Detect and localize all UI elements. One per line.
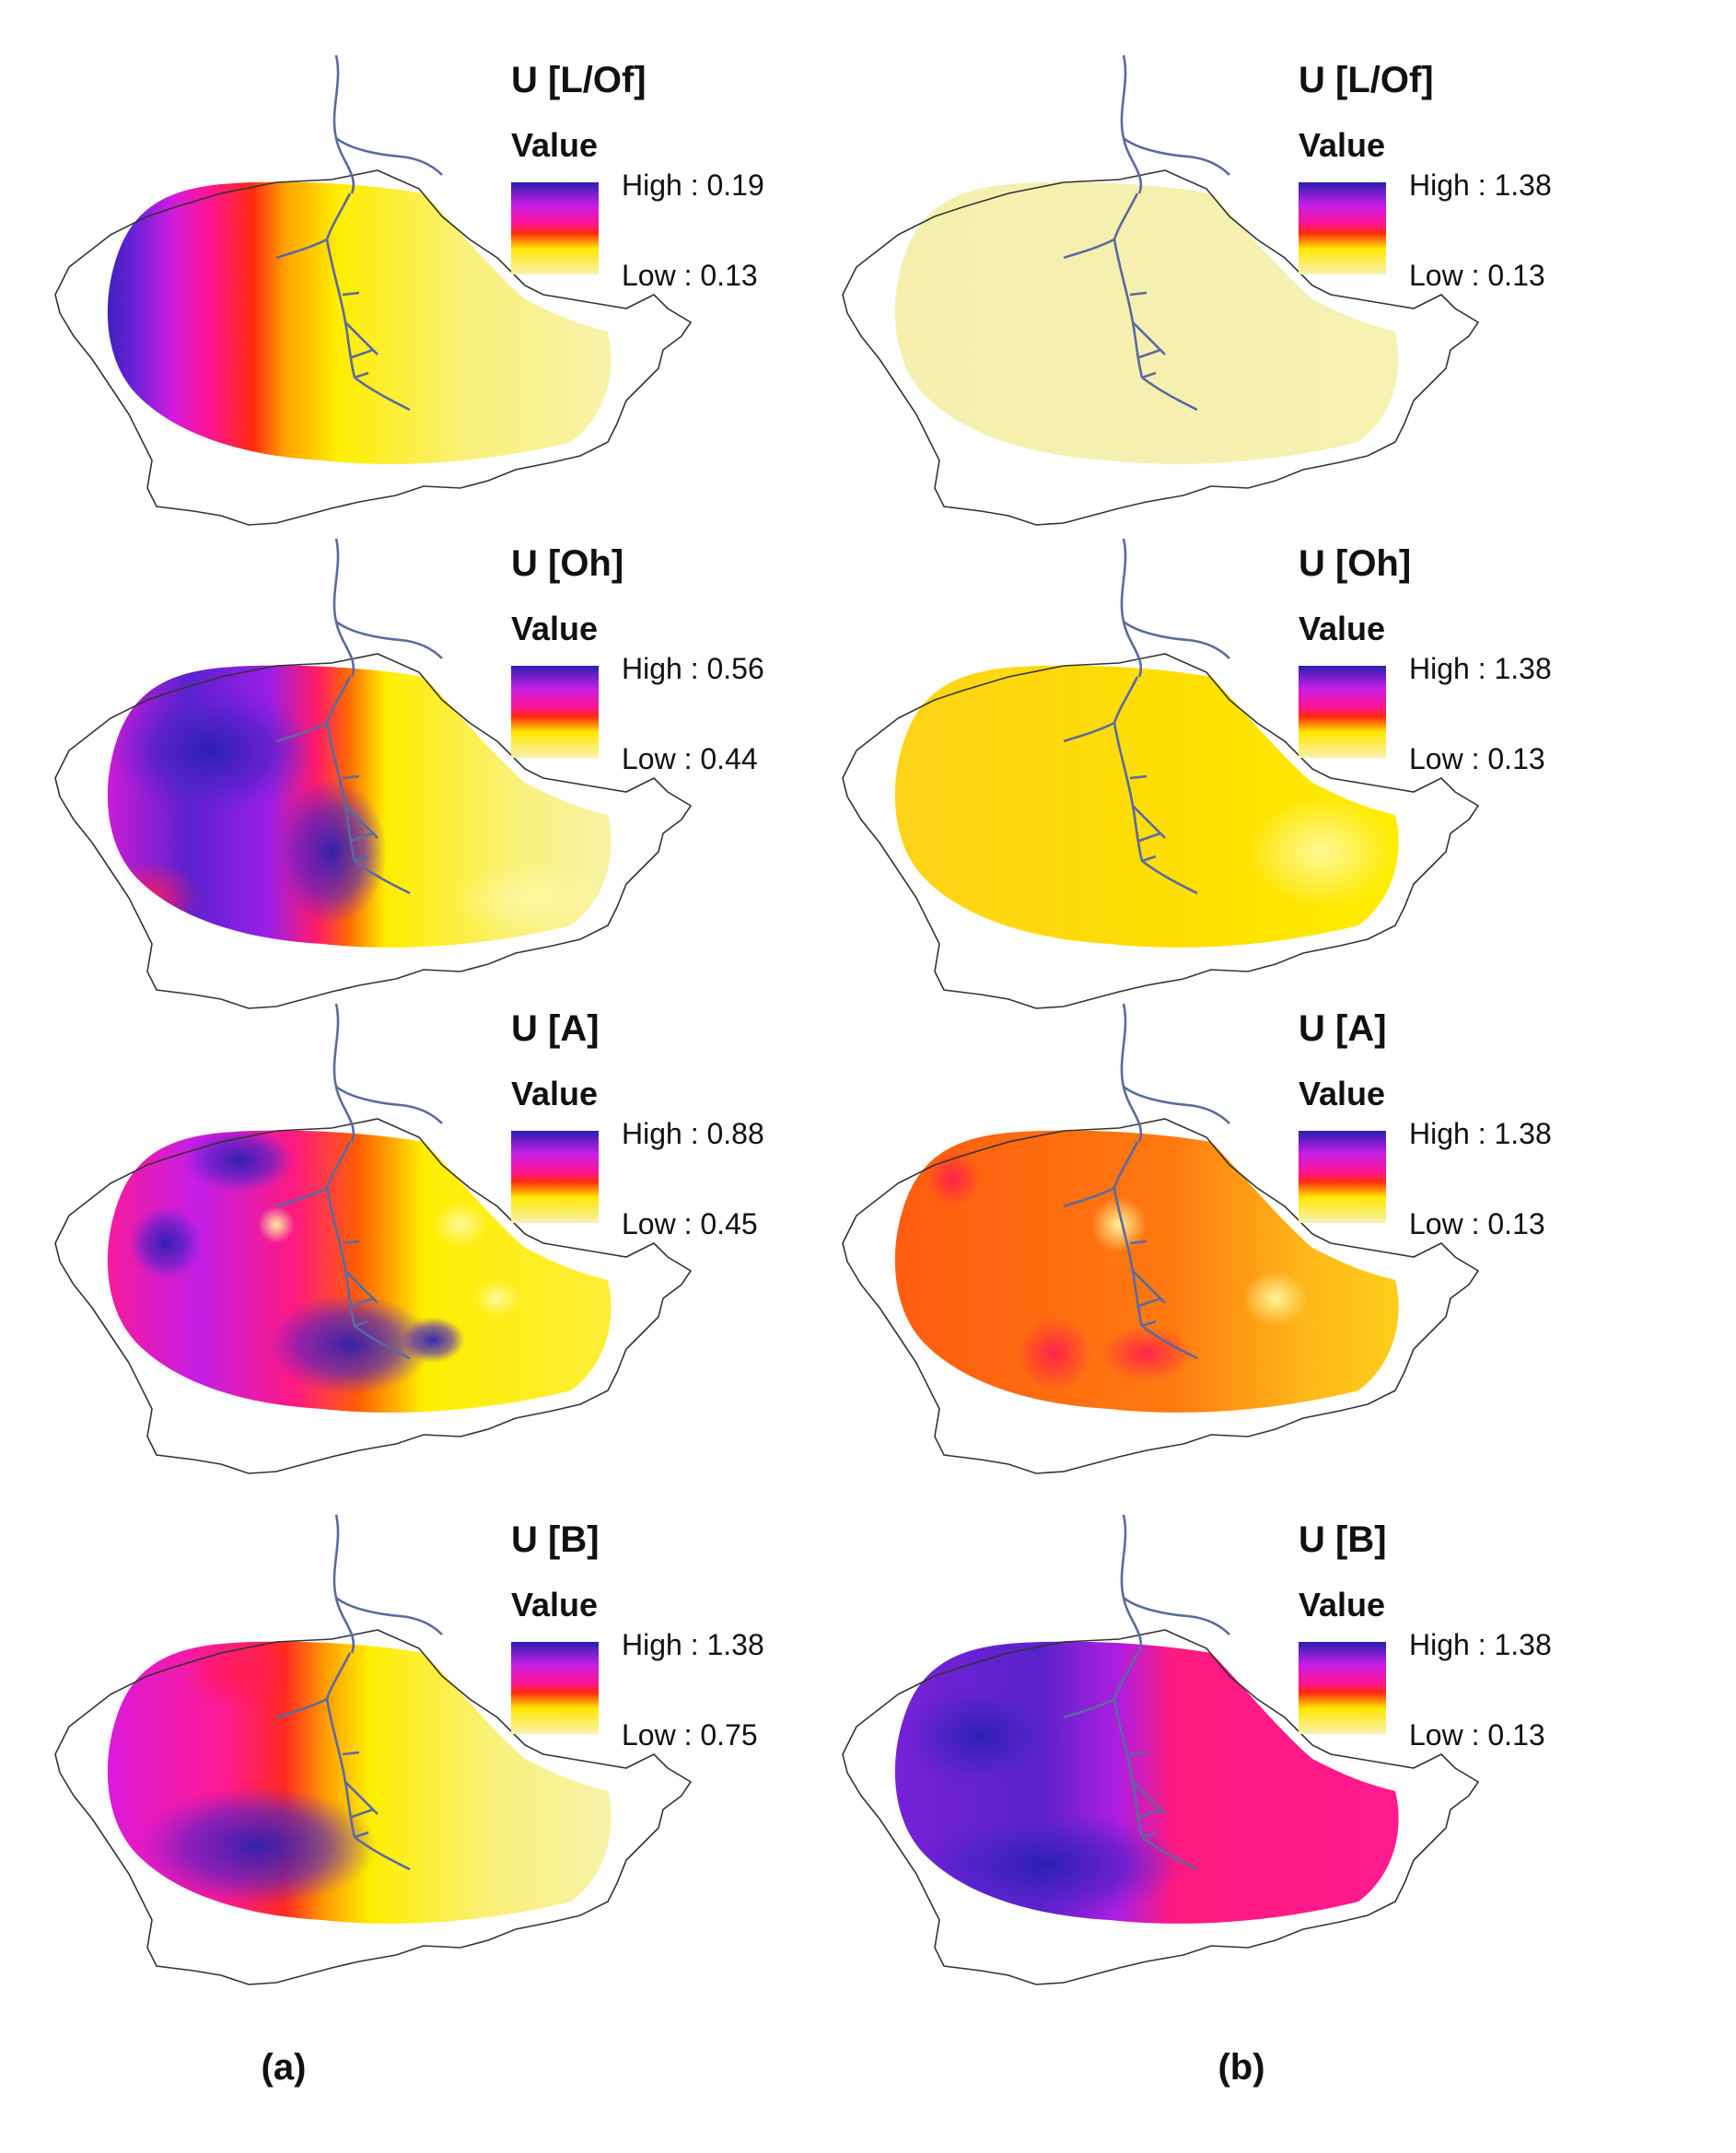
surface-blob xyxy=(1243,1271,1308,1326)
legend-low-value: Low : 0.13 xyxy=(1409,1718,1545,1751)
legend-low-value: Low : 0.45 xyxy=(622,1207,758,1240)
legend-title: U [B] xyxy=(511,1519,600,1560)
legend-high-value: High : 1.38 xyxy=(1409,169,1552,202)
surface-blob xyxy=(107,861,203,935)
legend-color-ramp xyxy=(511,182,599,274)
legend: U [L/Of] Value High : 0.19 Low : 0.13 xyxy=(511,60,764,292)
map-panel: U [B] Value High : 1.38 Low : 0.13 xyxy=(842,1513,1552,1985)
legend: U [L/Of] Value High : 1.38 Low : 0.13 xyxy=(1299,60,1552,292)
legend-high-value: High : 1.38 xyxy=(1409,1117,1552,1150)
surface-blob xyxy=(184,1641,295,1708)
map-panel: U [L/Of] Value High : 1.38 Low : 0.13 xyxy=(842,53,1552,526)
legend-subtitle: Value xyxy=(1299,126,1385,164)
surface-blob xyxy=(474,1280,520,1317)
legend-color-ramp xyxy=(1299,1642,1386,1734)
legend-high-value: High : 1.38 xyxy=(1409,652,1552,685)
surface-blob xyxy=(898,1681,1064,1791)
surface-blob xyxy=(926,1151,981,1206)
legend: U [Oh] Value High : 1.38 Low : 0.13 xyxy=(1299,543,1552,775)
legend: U [A] Value High : 0.88 Low : 0.45 xyxy=(511,1008,764,1240)
legend: U [Oh] Value High : 0.56 Low : 0.44 xyxy=(511,543,764,775)
legend-high-value: High : 0.56 xyxy=(622,652,764,685)
map-panel: U [A] Value High : 0.88 Low : 0.45 xyxy=(54,1002,764,1474)
panel-label-b: (b) xyxy=(1218,2047,1264,2088)
map-panel: U [Oh] Value High : 1.38 Low : 0.13 xyxy=(842,537,1552,1009)
surface-blob xyxy=(258,1206,295,1243)
surface-blob xyxy=(1018,1317,1091,1391)
surface-blob xyxy=(129,1206,203,1280)
legend-title: U [L/Of] xyxy=(1299,60,1434,100)
legend-color-ramp xyxy=(1299,182,1386,274)
uncertainty-surface xyxy=(107,1641,612,1924)
surface-blob xyxy=(267,1294,433,1395)
legend-low-value: Low : 0.13 xyxy=(1409,742,1545,775)
legend-high-value: High : 0.88 xyxy=(622,1117,764,1150)
legend: U [B] Value High : 1.38 Low : 0.75 xyxy=(511,1519,764,1751)
legend-title: U [A] xyxy=(1299,1008,1387,1049)
legend-low-value: Low : 0.13 xyxy=(622,259,758,292)
legend-color-ramp xyxy=(511,1131,599,1223)
legend-high-value: High : 1.38 xyxy=(622,1628,764,1661)
surface-blob xyxy=(111,686,313,815)
surface-blob xyxy=(401,1317,465,1363)
legend-title: U [Oh] xyxy=(1299,543,1411,584)
panel-label-a: (a) xyxy=(262,2047,307,2088)
legend-title: U [Oh] xyxy=(511,543,623,584)
surface-blob xyxy=(276,778,387,925)
legend-title: U [L/Of] xyxy=(511,60,647,100)
surface-blob xyxy=(451,861,612,935)
legend-subtitle: Value xyxy=(511,1586,598,1623)
legend-title: U [A] xyxy=(511,1008,600,1049)
legend-color-ramp xyxy=(511,666,599,758)
uncertainty-surface xyxy=(107,1130,612,1413)
legend-subtitle: Value xyxy=(511,126,598,164)
legend-subtitle: Value xyxy=(1299,1586,1385,1623)
legend: U [B] Value High : 1.38 Low : 0.13 xyxy=(1299,1519,1552,1751)
legend-low-value: Low : 0.44 xyxy=(622,742,758,775)
legend-subtitle: Value xyxy=(1299,1075,1385,1112)
legend-title: U [B] xyxy=(1299,1519,1387,1560)
legend-high-value: High : 0.19 xyxy=(622,169,764,202)
legend-low-value: Low : 0.75 xyxy=(622,1718,758,1751)
legend: U [A] Value High : 1.38 Low : 0.13 xyxy=(1299,1008,1552,1240)
legend-color-ramp xyxy=(511,1642,599,1734)
surface-blob xyxy=(1091,1197,1147,1252)
map-panel: U [A] Value High : 1.38 Low : 0.13 xyxy=(842,1002,1552,1474)
surface-blob xyxy=(907,1810,1183,1920)
map-panel: U [L/Of] Value High : 0.19 Low : 0.13 xyxy=(54,53,764,526)
legend-color-ramp xyxy=(1299,666,1386,758)
legend-color-ramp xyxy=(1299,1131,1386,1223)
surface-blob xyxy=(1101,1326,1193,1381)
surface-blob xyxy=(138,1786,378,1906)
legend-high-value: High : 1.38 xyxy=(1409,1628,1552,1661)
legend-subtitle: Value xyxy=(511,1075,598,1112)
surface-blob xyxy=(433,1202,488,1248)
legend-subtitle: Value xyxy=(1299,610,1385,647)
legend-subtitle: Value xyxy=(511,610,598,647)
map-panel: U [B] Value High : 1.38 Low : 0.75 xyxy=(54,1513,764,1985)
legend-low-value: Low : 0.13 xyxy=(1409,259,1545,292)
legend-low-value: Low : 0.13 xyxy=(1409,1207,1545,1240)
surface-blob xyxy=(1248,797,1395,907)
map-panel: U [Oh] Value High : 0.56 Low : 0.44 xyxy=(54,537,764,1009)
